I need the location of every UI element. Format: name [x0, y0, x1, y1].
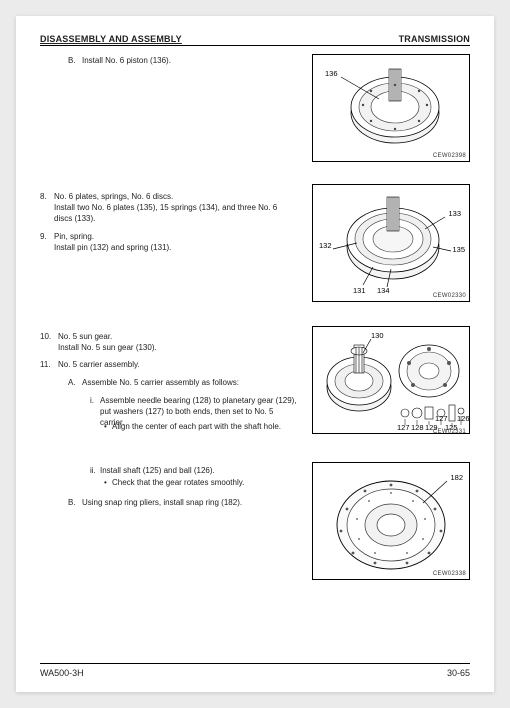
figure-2: 133 135 132 131 134 CEW02330	[312, 184, 470, 302]
figure-2-ref: CEW02330	[433, 293, 466, 299]
figure-1-ref: CEW02398	[433, 153, 466, 159]
bullet-icon: •	[104, 478, 107, 489]
step-11-a-i-bullet: Align the center of each part with the s…	[112, 422, 302, 433]
figure-3: 130 127 128 129 127 125 126 CEW02331	[312, 326, 470, 434]
step-11-b-label: B.	[68, 498, 76, 509]
step-8-num: 8.	[40, 192, 47, 203]
footer-left: WA500-3H	[40, 668, 84, 678]
callout-136: 136	[325, 69, 338, 78]
callout-182: 182	[450, 473, 463, 482]
callout-135: 135	[452, 245, 465, 254]
figure-3-ref: CEW02331	[433, 429, 466, 435]
step-11-a-text: Assemble No. 5 carrier assembly as follo…	[82, 378, 302, 389]
figure-4-drawing	[313, 463, 471, 581]
figure-4-ref: CEW02338	[433, 571, 466, 577]
step-11-num: 11.	[40, 360, 51, 371]
bullet-icon: •	[104, 422, 107, 433]
step-11-a-i-label: i.	[90, 396, 94, 407]
header-left: DISASSEMBLY AND ASSEMBLY	[40, 34, 182, 44]
footer-right: 30-65	[447, 668, 470, 678]
figure-2-drawing	[313, 185, 471, 303]
callout-133: 133	[448, 209, 461, 218]
step-10-text: Install No. 5 sun gear (130).	[58, 343, 298, 354]
callout-131: 131	[353, 286, 366, 295]
footer: WA500-3H 30-65	[40, 663, 470, 678]
step-10-num: 10.	[40, 332, 51, 343]
step-b-text: Install No. 6 piston (136).	[82, 56, 171, 67]
callout-134: 134	[377, 286, 390, 295]
figure-1: 136 CEW02398	[312, 54, 470, 162]
step-11-a-ii-label: ii.	[90, 466, 96, 477]
step-8-title: No. 6 plates, springs, No. 6 discs.	[54, 192, 173, 203]
figure-4: 182 CEW02338	[312, 462, 470, 580]
step-11-b-text: Using snap ring pliers, install snap rin…	[82, 498, 302, 509]
header: DISASSEMBLY AND ASSEMBLY TRANSMISSION	[40, 34, 470, 46]
step-10-title: No. 5 sun gear.	[58, 332, 112, 343]
step-9-title: Pin, spring.	[54, 232, 94, 243]
step-11-a-ii-bullet: Check that the gear rotates smoothly.	[112, 478, 302, 489]
step-11-a-ii-text: Install shaft (125) and ball (126).	[100, 466, 300, 477]
header-right: TRANSMISSION	[399, 34, 470, 44]
step-11-a-label: A.	[68, 378, 76, 389]
callout-128: 128	[411, 423, 424, 432]
callout-130: 130	[371, 331, 384, 340]
step-9-text: Install pin (132) and spring (131).	[54, 243, 294, 254]
callout-132: 132	[319, 241, 332, 250]
step-9-num: 9.	[40, 232, 47, 243]
callout-127b: 127	[435, 414, 448, 423]
callout-126: 126	[457, 414, 470, 423]
page: DISASSEMBLY AND ASSEMBLY TRANSMISSION B.…	[16, 16, 494, 692]
body: B. Install No. 6 piston (136). 8. No. 6 …	[40, 54, 470, 634]
step-8-text: Install two No. 6 plates (135), 15 sprin…	[54, 203, 294, 225]
step-11-title: No. 5 carrier assembly.	[58, 360, 140, 371]
callout-127a: 127	[397, 423, 410, 432]
step-b-label: B.	[68, 56, 76, 67]
